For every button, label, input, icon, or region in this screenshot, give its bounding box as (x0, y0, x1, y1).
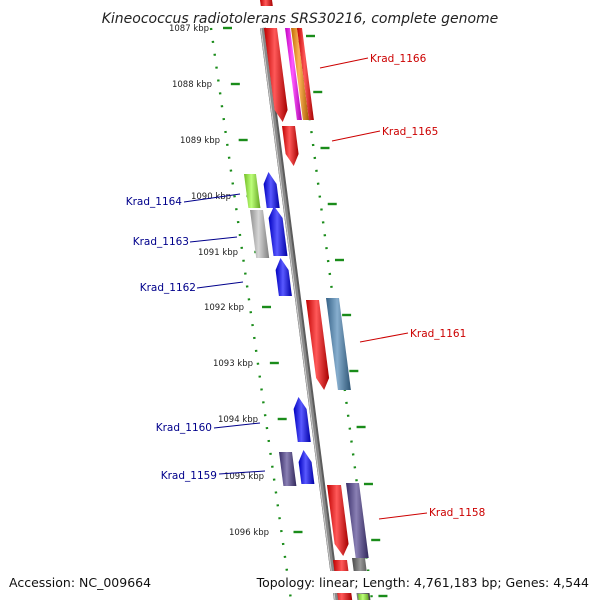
krad-1166-leader-line (319, 57, 369, 69)
krad-1159-gene-shape (298, 450, 315, 484)
krad-1163-annot-silver (250, 210, 270, 258)
backbone-highlight (260, 27, 336, 600)
krad-1159-leader-line (218, 470, 266, 475)
dotted-tracks (209, 27, 374, 600)
krad-1163-annot-silver-shape (250, 210, 270, 258)
krad-1166-gene (260, 0, 273, 6)
krad-1166-annot-red-shape (297, 28, 314, 120)
krad-1166-gene (264, 28, 288, 122)
krad-1163-gene (268, 206, 288, 256)
krad-1164-label[interactable]: Krad_1164 (126, 196, 183, 208)
krad-1166-annot-red (297, 28, 314, 120)
krad-1163-label[interactable]: Krad_1163 (133, 236, 189, 248)
next-annot-lime-shape (358, 594, 369, 600)
krad-1165-gene (282, 126, 299, 166)
kbp-tick-label: 1091 kbp (198, 248, 238, 258)
accession-text: Accession: NC_009664 (9, 575, 151, 590)
krad-1161-annot-steelblue-shape (326, 298, 351, 390)
kbp-tick-label: 1090 kbp (191, 192, 231, 202)
krad-1164-annot-lime (244, 174, 261, 208)
krad-1163-gene-shape (268, 206, 288, 256)
kbp-tick-label: 1087 kbp (169, 24, 209, 34)
krad-1159-annot-purple-shape (279, 452, 297, 486)
krad-1160-gene-shape (293, 397, 311, 442)
map-title: Kineococcus radiotolerans SRS30216, comp… (102, 11, 499, 27)
footer-background (0, 571, 600, 593)
krad-1160-leader-line (213, 422, 261, 429)
krad-1166-gene-shape (260, 0, 273, 6)
krad-1161-leader-line (359, 332, 409, 343)
krad-1164-leader-line (183, 193, 241, 203)
krad-1162-gene (275, 258, 292, 296)
krad-1166-label[interactable]: Krad_1166 (370, 53, 427, 65)
krad-1158-label[interactable]: Krad_1158 (429, 507, 485, 519)
krad-1165-gene-shape (282, 126, 299, 166)
krad-1166-annot-magenta (285, 28, 302, 120)
krad-1158-gene-shape (327, 485, 349, 556)
kbp-tick-label: 1093 kbp (213, 359, 253, 369)
krad-1166-annot-orange (291, 28, 309, 120)
krad-1164-gene (263, 172, 280, 208)
krad-1166-annot-magenta-shape (285, 28, 302, 120)
krad-1165-label[interactable]: Krad_1165 (382, 126, 438, 138)
kbp-tick-label: 1096 kbp (229, 528, 269, 538)
left-dotted-track (209, 27, 293, 600)
krad-1161-label[interactable]: Krad_1161 (410, 328, 466, 340)
kbp-tick-label: 1095 kbp (224, 472, 264, 482)
krad-1161-gene (306, 300, 330, 390)
kbp-tick-label: 1092 kbp (204, 303, 244, 313)
gene-features (244, 0, 371, 600)
krad-1162-label[interactable]: Krad_1162 (140, 282, 196, 294)
krad-1166-gene-shape (264, 28, 288, 122)
gene-labels: Krad_1166 Krad_1165 Krad_1164 Krad_1163 Krad… (126, 53, 486, 519)
krad-1162-leader-line (196, 281, 244, 289)
krad-1159-label[interactable]: Krad_1159 (161, 470, 217, 482)
kbp-tick-label: 1089 kbp (180, 136, 220, 146)
label-leader-lines (183, 57, 428, 520)
krad-1164-gene-shape (263, 172, 280, 208)
krad-1158-gene (327, 485, 349, 556)
krad-1158-annot-purple (346, 483, 369, 558)
krad-1163-leader-line (189, 236, 238, 243)
krad-1159-gene (298, 450, 315, 484)
krad-1158-annot-purple-shape (346, 483, 369, 558)
krad-1161-gene-shape (306, 300, 330, 390)
kbp-tick-label: 1094 kbp (218, 415, 258, 425)
backbone-line (260, 27, 338, 600)
krad-1164-annot-lime-shape (244, 174, 261, 208)
krad-1161-annot-steelblue (326, 298, 351, 390)
genome-backbone (260, 27, 340, 600)
krad-1166-annot-orange-shape (291, 28, 309, 120)
krad-1165-leader-line (331, 130, 381, 142)
next-annot-lime (358, 594, 369, 600)
krad-1160-gene (293, 397, 311, 442)
krad-1158-leader-line (378, 512, 428, 520)
krad-1160-label[interactable]: Krad_1160 (156, 422, 212, 434)
kbp-tick-label: 1088 kbp (172, 80, 212, 90)
krad-1159-annot-purple (279, 452, 297, 486)
genome-stats-text: Topology: linear; Length: 4,761,183 bp; … (256, 575, 589, 590)
krad-1162-gene-shape (275, 258, 292, 296)
